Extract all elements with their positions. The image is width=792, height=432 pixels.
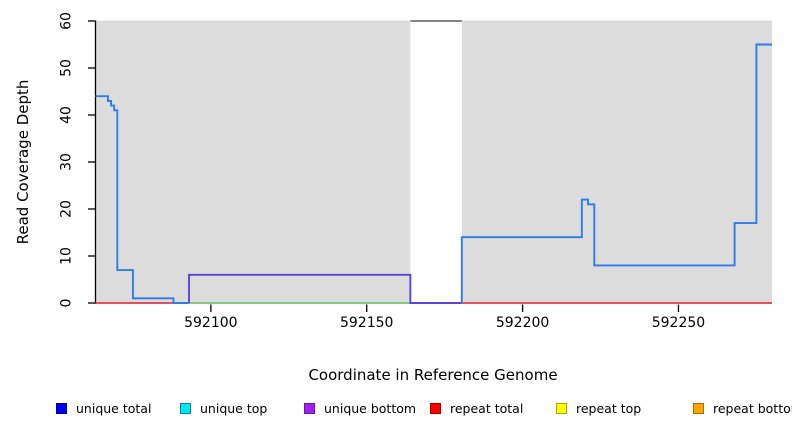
series-unique-total [95, 95, 190, 304]
plot-legend: unique total unique top unique bottom re… [0, 399, 792, 423]
coverage-plot: 0 10 20 30 40 50 60 592100 592150 592200 592250 Re… [14, 12, 772, 384]
svg-text:10: 10 [59, 247, 75, 265]
series-unique-total [460, 43, 772, 303]
y-axis-title: Read Coverage Depth [14, 80, 32, 245]
svg-text:40: 40 [59, 106, 75, 124]
legend-item-unique-top: unique top [180, 399, 267, 417]
repeat-top-swatch-icon [556, 402, 567, 414]
plot-panel [95, 20, 772, 305]
legend-label: unique total [76, 400, 152, 416]
unique-bottom-swatch-icon [304, 402, 315, 414]
legend-label: unique top [200, 400, 268, 416]
legend-label: repeat bottom [713, 400, 792, 416]
svg-text:592150: 592150 [340, 315, 393, 331]
series-unique-bottom [188, 273, 462, 304]
legend-label: unique bottom [324, 400, 417, 416]
axes: 0 10 20 30 40 50 60 592100 592150 592200 592250 [59, 12, 706, 331]
legend-item-repeat-total: repeat total [430, 399, 523, 417]
legend-label: repeat total [450, 400, 524, 416]
svg-text:50: 50 [59, 59, 75, 77]
legend-item-repeat-bottom: repeat bottom [693, 399, 792, 417]
unique-top-swatch-icon [180, 402, 191, 414]
legend-label: repeat top [576, 400, 642, 416]
svg-text:592250: 592250 [652, 315, 705, 331]
svg-text:30: 30 [59, 153, 75, 171]
svg-text:592100: 592100 [184, 315, 237, 331]
unique-total-swatch-icon [56, 402, 67, 414]
legend-item-unique-total: unique total [56, 399, 151, 417]
svg-text:592200: 592200 [496, 315, 549, 331]
legend-item-repeat-top: repeat top [556, 399, 641, 417]
repeat-total-swatch-icon [430, 402, 441, 414]
legend-item-unique-bottom: unique bottom [304, 399, 416, 417]
svg-text:20: 20 [59, 200, 75, 218]
svg-text:0: 0 [59, 299, 75, 308]
x-axis-title: Coordinate in Reference Genome [308, 366, 557, 384]
svg-text:60: 60 [59, 12, 75, 30]
coverage-series [95, 43, 772, 304]
repeat-bottom-swatch-icon [693, 402, 704, 414]
